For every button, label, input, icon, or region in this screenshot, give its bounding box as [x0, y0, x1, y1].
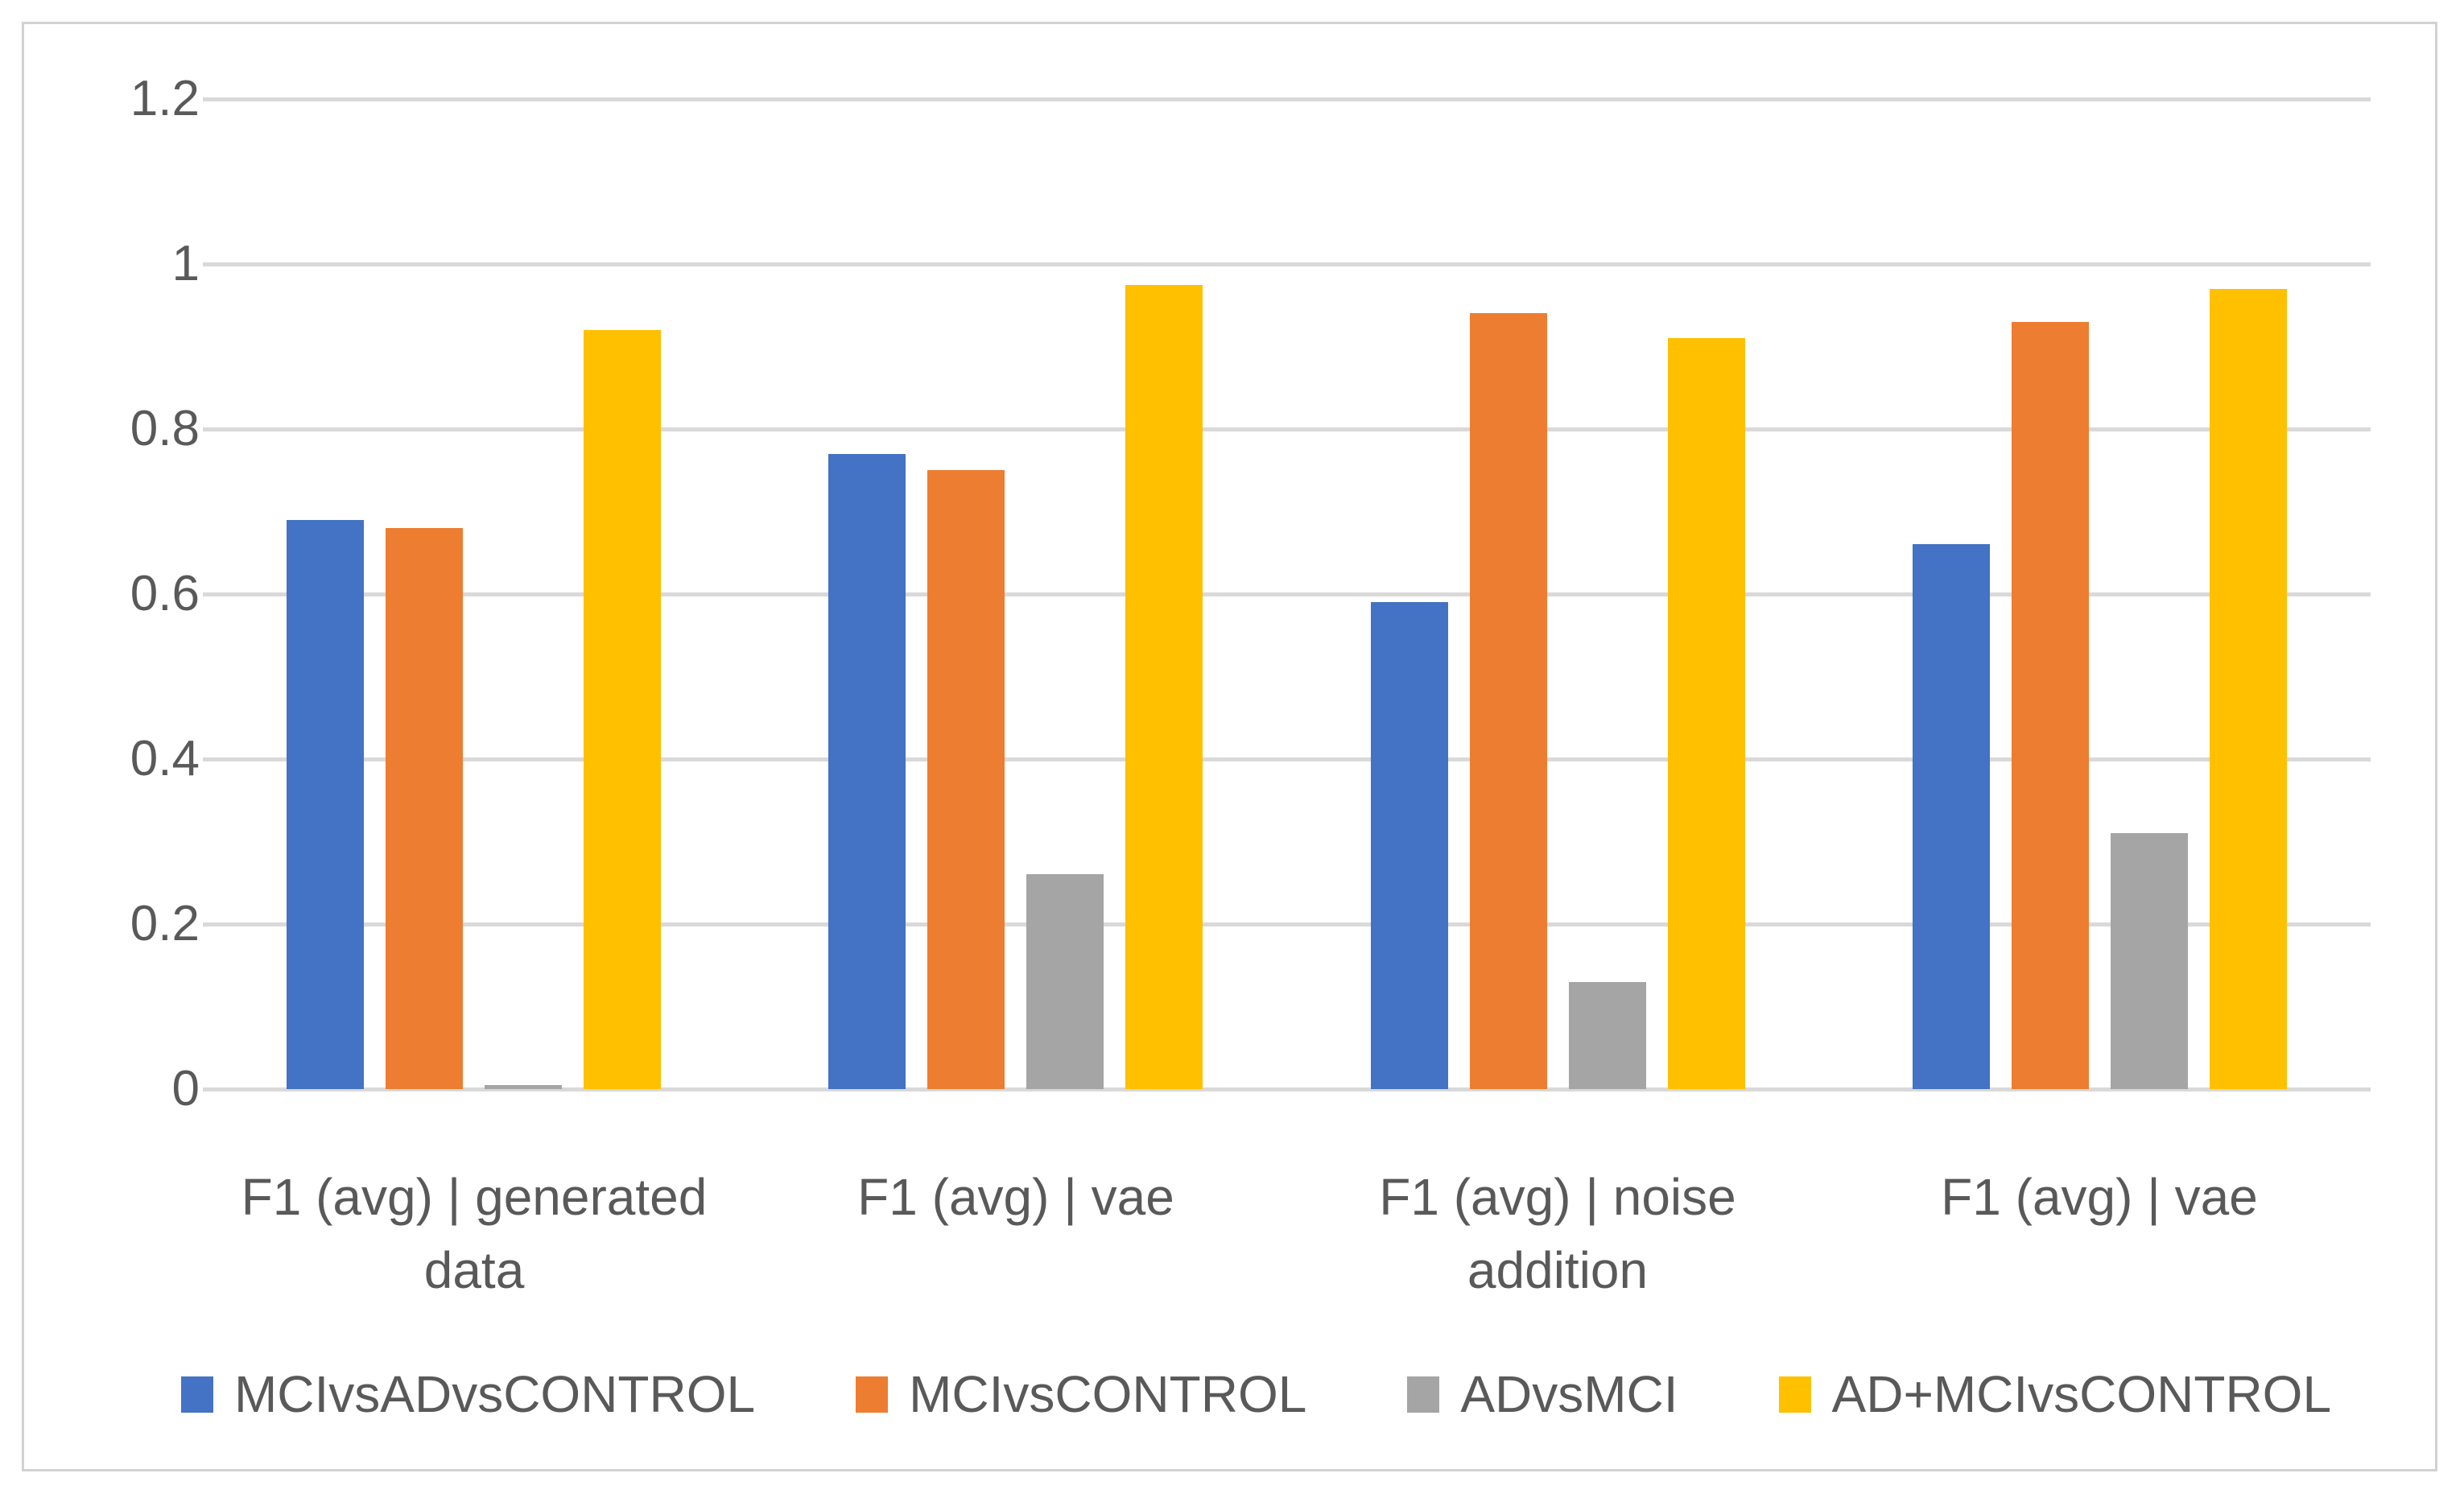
legend-swatch-icon — [1778, 1376, 1811, 1413]
legend-label: AD+MCIvsCONTROL — [1831, 1365, 2332, 1423]
bar-mcivsadvscontrol-group3 — [1371, 602, 1448, 1089]
bar-advsmci-group4 — [2111, 833, 2188, 1089]
legend-item-advsmci: ADvsMCI — [1407, 1364, 1678, 1424]
y-tick-label: 0.8 — [130, 401, 200, 456]
bar-ad-mcivscontrol-group1 — [584, 330, 661, 1089]
legend-swatch-icon — [1407, 1376, 1440, 1413]
x-category-label: F1 (avg) | vae — [1941, 1168, 2258, 1226]
legend-item-mcivscontrol: MCIvsCONTROL — [856, 1364, 1306, 1424]
bar-mcivscontrol-group1 — [386, 528, 463, 1089]
bar-ad-mcivscontrol-group2 — [1125, 285, 1203, 1089]
x-category-label: F1 (avg) | noise addition — [1379, 1168, 1736, 1299]
bar-advsmci-group2 — [1026, 874, 1104, 1089]
legend-item-mcivsadvscontrol: MCIvsADvsCONTROL — [180, 1364, 756, 1424]
bar-mcivscontrol-group3 — [1470, 313, 1547, 1089]
y-tick-label: 0 — [171, 1061, 200, 1116]
legend: MCIvsADvsCONTROL MCIvsCONTROL ADvsMCI AD+MC… — [137, 1364, 2375, 1424]
bar-mcivsadvscontrol-group4 — [1913, 544, 1990, 1089]
legend-label: MCIvsCONTROL — [909, 1365, 1307, 1423]
legend-label: ADvsMCI — [1460, 1365, 1678, 1423]
legend-swatch-icon — [856, 1376, 889, 1413]
x-category-label: F1 (avg) | vae — [857, 1168, 1174, 1226]
y-tick-label: 1.2 — [130, 71, 200, 126]
bar-ad-mcivscontrol-group3 — [1668, 338, 1745, 1089]
bar-mcivsadvscontrol-group1 — [287, 520, 364, 1089]
bar-mcivscontrol-group4 — [2012, 322, 2089, 1089]
gridline — [203, 262, 2371, 266]
x-axis-line — [203, 1087, 2371, 1092]
y-tick-label: 0.4 — [130, 731, 200, 786]
bar-advsmci-group3 — [1569, 982, 1646, 1089]
x-category-label: F1 (avg) | generated data — [241, 1168, 708, 1299]
gridline — [203, 757, 2371, 761]
gridline — [203, 592, 2371, 596]
chart-frame: 0 0.2 0.4 0.6 0.8 1 1.2 F1 (avg) | generated d… — [22, 22, 2437, 1471]
y-tick-label: 0.2 — [130, 896, 200, 951]
gridline — [203, 97, 2371, 101]
legend-label: MCIvsADvsCONTROL — [233, 1365, 756, 1423]
legend-swatch-icon — [180, 1376, 213, 1413]
bar-mcivscontrol-group2 — [927, 470, 1005, 1089]
bar-advsmci-group1 — [485, 1085, 562, 1089]
y-tick-label: 0.6 — [130, 566, 200, 621]
gridline — [203, 922, 2371, 926]
gridline — [203, 427, 2371, 431]
y-tick-label: 1 — [171, 236, 200, 291]
bar-ad-mcivscontrol-group4 — [2210, 289, 2287, 1089]
legend-item-ad-mcivscontrol: AD+MCIvsCONTROL — [1778, 1364, 2332, 1424]
bar-mcivsadvscontrol-group2 — [828, 454, 906, 1089]
